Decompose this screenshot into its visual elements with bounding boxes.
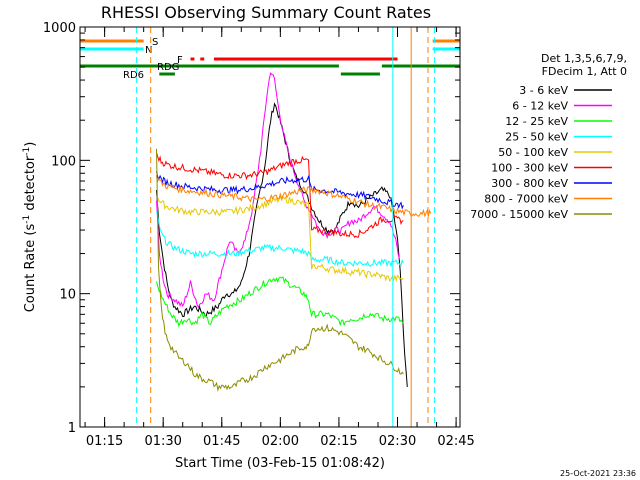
x-tick-label-02-30: 02:30	[379, 434, 416, 449]
legend-label-300-800-kev: 300 - 800 keV	[491, 177, 568, 190]
flag-label-f: F	[177, 55, 183, 66]
marker-layer	[136, 27, 436, 427]
legend-label-7000-15000-kev: 7000 - 15000 keV	[470, 208, 568, 221]
legend-label-12-25-kev: 12 - 25 keV	[505, 115, 568, 128]
footer-date: 25-Oct-2021 23:36	[560, 469, 636, 478]
legend: Det 1,3,5,6,7,9,FDecim 1, Att 0 3 - 6 keV…	[470, 52, 627, 221]
flag-label-rdg: RDG	[157, 62, 179, 73]
series-line-100-300-kev	[156, 152, 404, 239]
series-line-12-25-kev	[156, 276, 404, 328]
series-line-50-100-kev	[156, 195, 404, 283]
legend-label-25-50-kev: 25 - 50 keV	[505, 131, 568, 144]
series-line-7000-15000-kev	[156, 148, 404, 392]
x-tick-label-01-15: 01:15	[86, 434, 123, 449]
flag-label-n: N	[145, 45, 152, 56]
plot-frame	[79, 26, 461, 428]
y-tick-label-1000: 1000	[43, 21, 76, 36]
x-axis: 01:15 01:30 01:45 02:00 02:15 02:30 02:45	[84, 27, 475, 449]
flag-label-rd6: RD6	[123, 70, 144, 81]
legend-label-6-12-kev: 6 - 12 keV	[512, 100, 568, 113]
x-tick-label-01-30: 01:30	[144, 434, 181, 449]
y-axis: 1 10 100 1000	[43, 21, 460, 436]
legend-label-3-6-kev: 3 - 6 keV	[519, 84, 568, 97]
legend-header-0: Det 1,3,5,6,7,9,	[541, 52, 627, 65]
series-line-25-50-kev	[156, 211, 404, 268]
x-tick-label-02-15: 02:15	[320, 434, 357, 449]
chart-title: RHESSI Observing Summary Count Rates	[101, 3, 431, 22]
y-tick-label-10: 10	[59, 288, 76, 303]
x-tick-label-02-00: 02:00	[262, 434, 299, 449]
series-line-6-12-kev	[156, 72, 400, 309]
y-axis-label: Count Rate (s-1 detector-1)	[22, 142, 38, 313]
x-tick-label-02-45: 02:45	[437, 434, 474, 449]
legend-label-800-7000-kev: 800 - 7000 keV	[484, 193, 568, 206]
series-line-300-800-kev	[156, 170, 404, 210]
series-line-3-6-kev	[156, 102, 408, 387]
x-axis-label: Start Time (03-Feb-15 01:08:42)	[175, 456, 385, 471]
y-tick-label-100: 100	[51, 154, 76, 169]
legend-label-50-100-kev: 50 - 100 keV	[498, 146, 568, 159]
series-line-800-7000-kev	[156, 175, 432, 218]
x-tick-label-01-45: 01:45	[203, 434, 240, 449]
legend-header-1: FDecim 1, Att 0	[542, 65, 627, 78]
series-layer	[156, 72, 432, 392]
y-tick-label-1: 1	[68, 421, 76, 436]
flag-label-s: S	[152, 37, 158, 48]
legend-label-100-300-kev: 100 - 300 keV	[491, 162, 568, 175]
